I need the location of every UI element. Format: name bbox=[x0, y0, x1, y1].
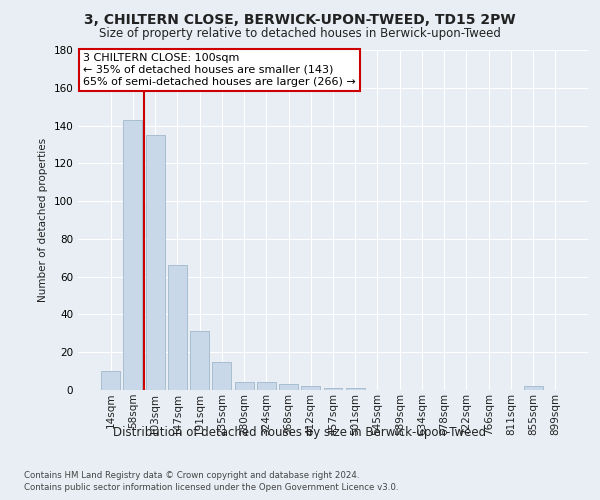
Text: 3 CHILTERN CLOSE: 100sqm
← 35% of detached houses are smaller (143)
65% of semi-: 3 CHILTERN CLOSE: 100sqm ← 35% of detach… bbox=[83, 54, 356, 86]
Bar bbox=[279, 384, 298, 390]
Text: Contains HM Land Registry data © Crown copyright and database right 2024.: Contains HM Land Registry data © Crown c… bbox=[24, 471, 359, 480]
Bar bbox=[257, 382, 276, 390]
Bar bbox=[346, 388, 365, 390]
Bar bbox=[124, 120, 142, 390]
Y-axis label: Number of detached properties: Number of detached properties bbox=[38, 138, 48, 302]
Bar bbox=[235, 382, 254, 390]
Text: Size of property relative to detached houses in Berwick-upon-Tweed: Size of property relative to detached ho… bbox=[99, 28, 501, 40]
Bar bbox=[301, 386, 320, 390]
Text: 3, CHILTERN CLOSE, BERWICK-UPON-TWEED, TD15 2PW: 3, CHILTERN CLOSE, BERWICK-UPON-TWEED, T… bbox=[84, 12, 516, 26]
Bar bbox=[524, 386, 542, 390]
Text: Contains public sector information licensed under the Open Government Licence v3: Contains public sector information licen… bbox=[24, 484, 398, 492]
Bar bbox=[146, 135, 164, 390]
Bar bbox=[190, 332, 209, 390]
Bar bbox=[168, 266, 187, 390]
Bar bbox=[101, 371, 120, 390]
Bar bbox=[212, 362, 231, 390]
Text: Distribution of detached houses by size in Berwick-upon-Tweed: Distribution of detached houses by size … bbox=[113, 426, 487, 439]
Bar bbox=[323, 388, 343, 390]
